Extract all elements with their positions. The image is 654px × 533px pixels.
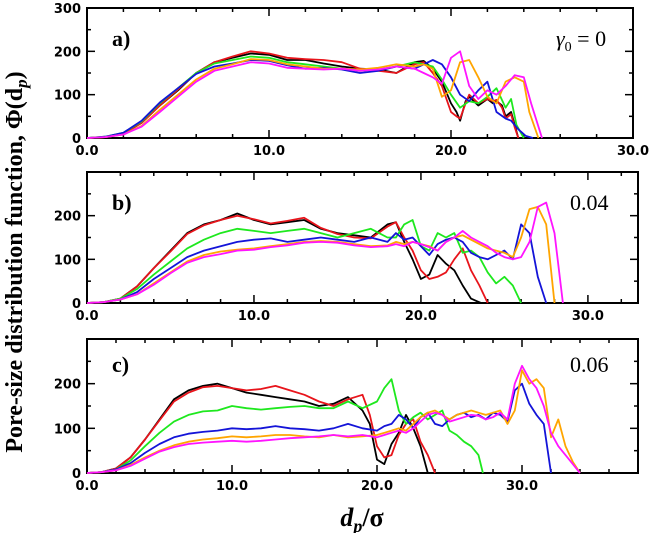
panel-a-series (86, 50, 543, 139)
panel-a-ytick-label: 100 (54, 89, 81, 104)
panel-b: 0.0 10.0 20.0 30.0 0 100 200 b) 0.04 (54, 171, 639, 324)
panel-c-ytick-label: 100 (54, 422, 81, 437)
panel-c-xtick-label: 30.0 (506, 479, 538, 494)
panel-b-xtick-label: 0.0 (75, 309, 98, 324)
panel-b-xtick-label: 30.0 (572, 309, 604, 324)
panel-a-annotation: γ0 = 0 (556, 26, 606, 55)
panel-c-series-green-line (86, 378, 484, 474)
panel-b-series-orange-line (86, 205, 556, 304)
panel-a-xtick-label: 30.0 (617, 144, 649, 159)
x-axis-label: dp/σ (340, 503, 383, 533)
panel-c-annotation: 0.06 (570, 352, 609, 377)
panel-b-series-magenta-line (86, 201, 564, 304)
panel-a-ticks (86, 7, 634, 139)
panel-a-xtick-label: 20.0 (435, 144, 467, 159)
panel-a-series-magenta-line (86, 50, 543, 139)
panel-b-series (86, 201, 564, 304)
panel-b-ytick-label: 100 (54, 253, 81, 268)
panel-b-tick-labels: 0.0 10.0 20.0 30.0 0 100 200 (54, 210, 604, 324)
panel-a-series-orange-line (86, 58, 540, 139)
panel-a-label: a) (112, 26, 130, 51)
panel-b-ytick-label: 0 (72, 297, 81, 312)
panel-c-ytick-label: 200 (54, 378, 81, 393)
panel-c-series-red-line (86, 384, 436, 474)
panel-a-ytick-label: 300 (54, 2, 81, 17)
panel-c-series (86, 364, 581, 474)
panel-c: 0.0 10.0 20.0 30.0 0 100 200 c) 0.06 (54, 338, 639, 494)
panel-b-series-green-line (86, 219, 522, 304)
panel-c-ytick-label: 0 (72, 467, 81, 482)
panel-b-xtick-label: 20.0 (405, 309, 437, 324)
panel-c-label: c) (112, 352, 129, 377)
panel-a-xtick-label: 0.0 (75, 144, 98, 159)
panel-c-series-blue-line (86, 382, 552, 474)
panel-b-ytick-label: 200 (54, 210, 81, 225)
panel-b-label: b) (112, 190, 132, 215)
panel-a-ytick-label: 0 (72, 132, 81, 147)
panel-c-series-orange-line (86, 369, 581, 474)
y-axis-label: Pore-size distribution function, Φ(dp) (2, 71, 31, 452)
panel-a-ytick-label: 200 (54, 45, 81, 60)
panel-a-xtick-label: 10.0 (253, 144, 285, 159)
panel-a: 0.0 10.0 20.0 30.0 0 100 200 300 a) γ0 = 0 (54, 2, 649, 159)
panel-c-xtick-label: 0.0 (75, 479, 98, 494)
panel-c-ticks (86, 338, 639, 474)
panel-c-xtick-label: 10.0 (216, 479, 248, 494)
panel-b-xtick-label: 10.0 (238, 309, 270, 324)
panel-b-annotation: 0.04 (570, 190, 609, 215)
panel-c-series-magenta-line (86, 364, 581, 474)
panel-a-tick-labels: 0.0 10.0 20.0 30.0 0 100 200 300 (54, 2, 649, 159)
panel-c-tick-labels: 0.0 10.0 20.0 30.0 0 100 200 (54, 378, 538, 494)
panel-b-series-red-line (86, 214, 489, 304)
panel-b-series-blue-line (86, 223, 548, 304)
panel-c-xtick-label: 20.0 (361, 479, 393, 494)
